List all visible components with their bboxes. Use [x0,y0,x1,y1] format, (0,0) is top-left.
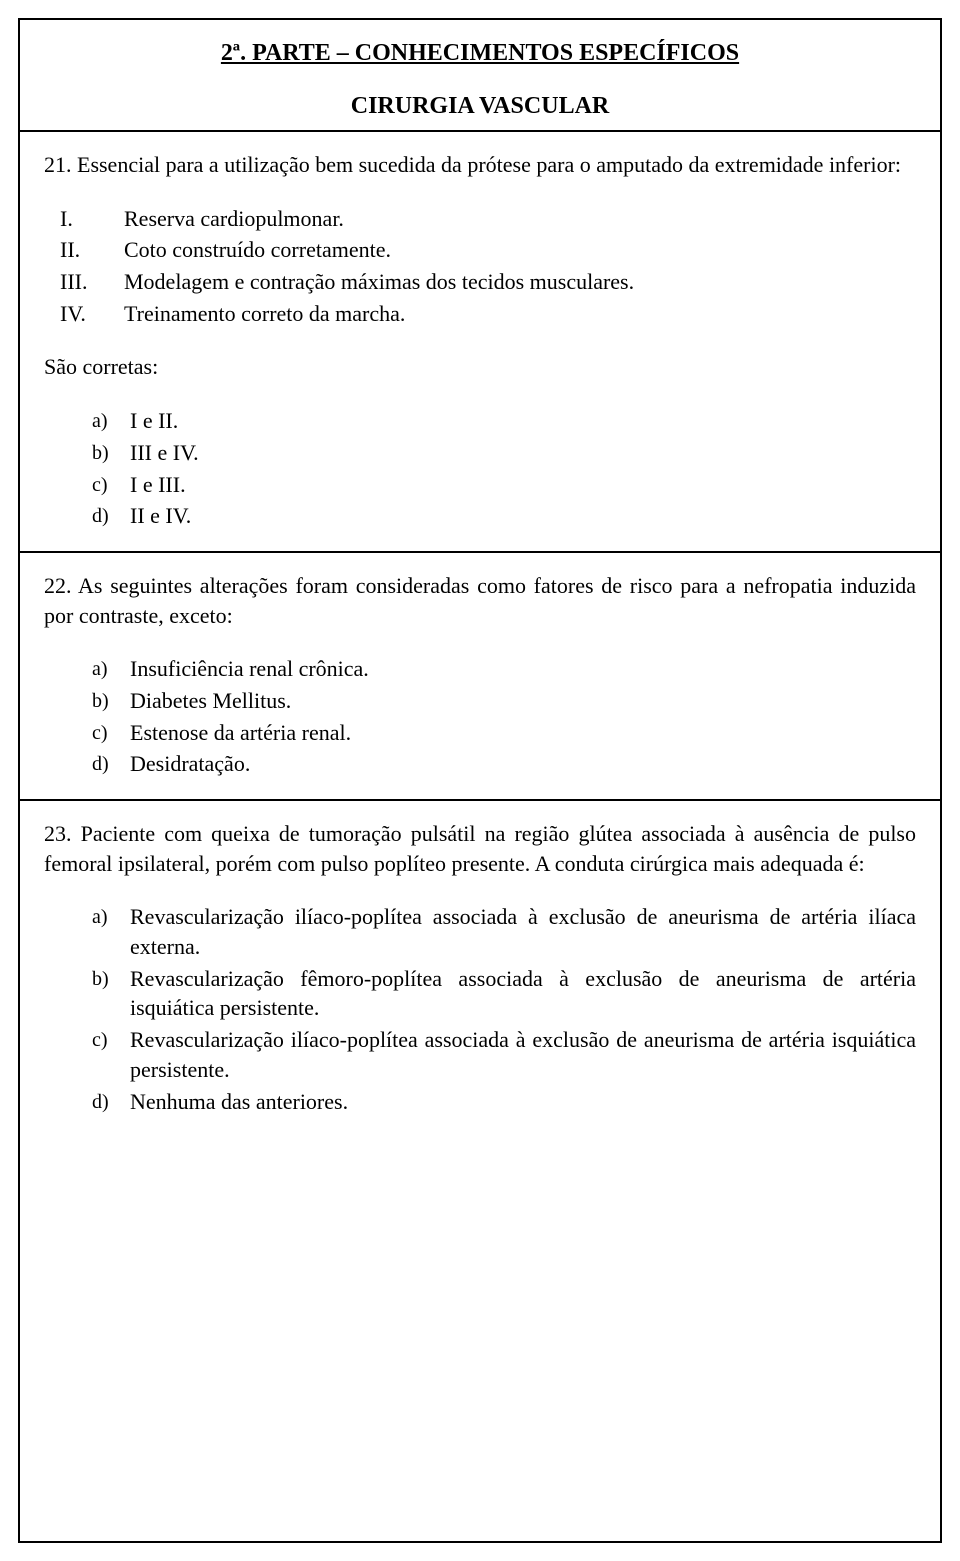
option-list: a) Revascularização ilíaco-poplítea asso… [92,902,916,1116]
option-item: d) Desidratação. [92,749,916,779]
option-letter: c) [92,470,130,500]
roman-num: IV. [60,299,124,329]
option-list: a) Insuficiência renal crônica. b) Diabe… [92,654,916,779]
option-item: c) Revascularização ilíaco-poplítea asso… [92,1025,916,1084]
page-border: 2ª. PARTE – CONHECIMENTOS ESPECÍFICOS CI… [18,18,942,1543]
option-item: b) Revascularização fêmoro-poplítea asso… [92,964,916,1023]
subject-title: CIRURGIA VASCULAR [60,93,900,120]
part-title: 2ª. PARTE – CONHECIMENTOS ESPECÍFICOS [60,40,900,67]
option-letter: d) [92,749,130,779]
option-item: c) Estenose da artéria renal. [92,718,916,748]
option-letter: b) [92,686,130,716]
option-letter: d) [92,1087,130,1117]
roman-item: I. Reserva cardiopulmonar. [60,204,916,234]
roman-text: Coto construído corretamente. [124,235,391,265]
roman-num: II. [60,235,124,265]
question-text: 21. Essencial para a utilização bem suce… [44,150,916,180]
option-letter: a) [92,902,130,961]
option-letter: b) [92,964,130,1023]
option-item: a) I e II. [92,406,916,436]
roman-num: I. [60,204,124,234]
question-text: 22. As seguintes alterações foram consid… [44,571,916,630]
option-letter: b) [92,438,130,468]
roman-item: III. Modelagem e contração máximas dos t… [60,267,916,297]
option-text: Revascularização ilíaco-poplítea associa… [130,1025,916,1084]
option-letter: d) [92,501,130,531]
option-text: Revascularização fêmoro-poplítea associa… [130,964,916,1023]
option-text: I e III. [130,470,916,500]
roman-list: I. Reserva cardiopulmonar. II. Coto cons… [60,204,916,329]
option-text: II e IV. [130,501,916,531]
option-letter: c) [92,1025,130,1084]
roman-num: III. [60,267,124,297]
question-21: 21. Essencial para a utilização bem suce… [20,130,940,551]
option-item: a) Revascularização ilíaco-poplítea asso… [92,902,916,961]
header: 2ª. PARTE – CONHECIMENTOS ESPECÍFICOS CI… [20,20,940,130]
option-item: c) I e III. [92,470,916,500]
option-letter: c) [92,718,130,748]
roman-item: II. Coto construído corretamente. [60,235,916,265]
question-22: 22. As seguintes alterações foram consid… [20,551,940,799]
option-text: I e II. [130,406,916,436]
option-item: d) II e IV. [92,501,916,531]
option-text: Nenhuma das anteriores. [130,1087,916,1117]
option-text: Insuficiência renal crônica. [130,654,916,684]
option-text: III e IV. [130,438,916,468]
option-item: b) Diabetes Mellitus. [92,686,916,716]
option-text: Revascularização ilíaco-poplítea associa… [130,902,916,961]
roman-text: Reserva cardiopulmonar. [124,204,344,234]
option-text: Diabetes Mellitus. [130,686,916,716]
question-23: 23. Paciente com queixa de tumoração pul… [20,799,940,1136]
option-text: Desidratação. [130,749,916,779]
question-text: 23. Paciente com queixa de tumoração pul… [44,819,916,878]
option-letter: a) [92,406,130,436]
correct-label: São corretas: [44,352,916,382]
option-item: a) Insuficiência renal crônica. [92,654,916,684]
roman-text: Treinamento correto da marcha. [124,299,405,329]
option-item: b) III e IV. [92,438,916,468]
option-text: Estenose da artéria renal. [130,718,916,748]
option-letter: a) [92,654,130,684]
roman-item: IV. Treinamento correto da marcha. [60,299,916,329]
option-item: d) Nenhuma das anteriores. [92,1087,916,1117]
option-list: a) I e II. b) III e IV. c) I e III. d) I… [92,406,916,531]
roman-text: Modelagem e contração máximas dos tecido… [124,267,634,297]
